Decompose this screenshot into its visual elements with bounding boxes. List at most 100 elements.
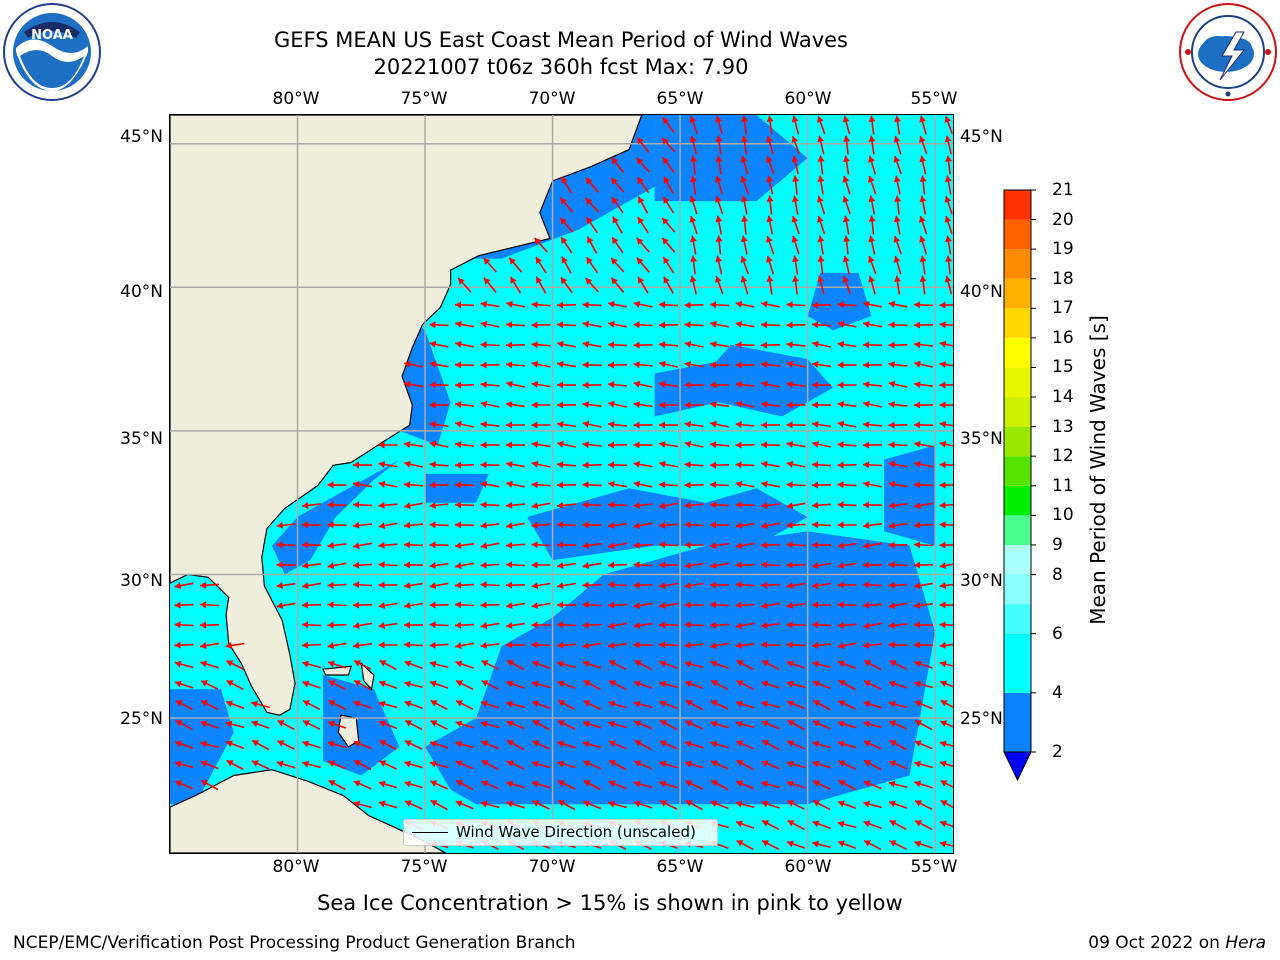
wind-wave-arrow xyxy=(327,521,347,529)
arrow-head xyxy=(710,700,718,707)
wind-wave-arrow xyxy=(226,679,244,691)
noaa-logo-text: NOAA xyxy=(31,28,73,43)
wind-wave-arrow xyxy=(735,581,755,589)
wind-wave-arrow xyxy=(715,135,723,155)
arrow-head xyxy=(863,361,869,369)
arrow-head xyxy=(888,480,896,488)
wind-wave-arrow xyxy=(556,582,577,589)
wind-wave-arrow xyxy=(914,440,933,448)
wind-wave-arrow xyxy=(608,400,627,408)
wind-wave-arrow xyxy=(454,621,475,629)
arrow-head xyxy=(636,257,644,265)
wind-wave-arrow xyxy=(429,521,449,529)
wind-wave-arrow xyxy=(766,215,774,235)
arrow-head xyxy=(429,381,436,389)
arrow-head xyxy=(404,740,412,747)
arrow-head xyxy=(582,740,590,748)
wind-wave-arrow xyxy=(200,720,219,729)
wave-period-map xyxy=(169,114,954,854)
wind-wave-arrow xyxy=(944,195,953,215)
wind-wave-arrow xyxy=(812,740,831,749)
wind-wave-arrow xyxy=(225,700,245,709)
lat-tick-left-40n: 40°N xyxy=(120,282,163,302)
wind-wave-arrow xyxy=(710,700,729,710)
arrow-head xyxy=(634,740,642,747)
arrow-head xyxy=(710,441,717,449)
colorbar-tick-label: 6 xyxy=(1052,623,1063,644)
wind-wave-arrow xyxy=(582,760,602,770)
arrow-head xyxy=(659,441,666,448)
arrow-head xyxy=(761,780,768,788)
arrow-head xyxy=(378,441,385,449)
wind-wave-arrow xyxy=(505,561,526,569)
arrow-head xyxy=(561,237,568,244)
wind-wave-arrow xyxy=(557,340,576,348)
wind-wave-arrow xyxy=(914,700,933,710)
lon-tick-bottom-60w: 60°W xyxy=(784,857,832,877)
wind-wave-arrow xyxy=(225,740,245,750)
wind-wave-arrow xyxy=(378,501,398,509)
arrow-head xyxy=(587,236,594,244)
arrow-head xyxy=(864,660,871,667)
arrow-head xyxy=(689,135,697,143)
arrow-head xyxy=(684,421,692,428)
arrow-head xyxy=(378,641,385,649)
wind-wave-arrow xyxy=(531,502,551,510)
arrow-head xyxy=(863,641,870,649)
arrow-head xyxy=(429,360,437,368)
arrow-head xyxy=(939,621,946,629)
wind-wave-arrow xyxy=(608,300,627,308)
wind-wave-arrow xyxy=(811,641,832,649)
wind-wave-arrow xyxy=(276,561,296,569)
wind-wave-arrow xyxy=(843,155,850,175)
wind-wave-arrow xyxy=(709,441,730,449)
arrow-head xyxy=(786,381,793,388)
wind-wave-arrow xyxy=(506,780,525,789)
wind-wave-arrow xyxy=(556,481,577,489)
arrow-head xyxy=(787,740,795,747)
arrow-head xyxy=(786,641,793,649)
arrow-head xyxy=(633,561,640,569)
wind-wave-arrow xyxy=(556,461,577,469)
wind-wave-arrow xyxy=(715,275,724,295)
wind-wave-arrow xyxy=(200,779,219,791)
wind-wave-arrow xyxy=(914,360,933,368)
wind-wave-arrow xyxy=(403,521,424,529)
arrow-head xyxy=(837,401,844,408)
arrow-head xyxy=(506,760,514,767)
lon-tick-top-70w: 70°W xyxy=(528,89,576,109)
arrow-head xyxy=(837,621,844,629)
arrow-head xyxy=(480,521,487,529)
arrow-head xyxy=(663,276,670,284)
wind-wave-arrow xyxy=(863,820,882,829)
wind-wave-arrow xyxy=(200,699,219,711)
wind-wave-arrow xyxy=(868,215,876,235)
wind-wave-arrow xyxy=(862,561,883,569)
wind-wave-arrow xyxy=(888,401,908,409)
wind-wave-arrow xyxy=(531,521,551,529)
arrow-head xyxy=(480,542,488,550)
arrow-head xyxy=(939,440,947,448)
arrow-head xyxy=(353,642,360,649)
wind-wave-arrow xyxy=(505,441,526,449)
wind-wave-arrow xyxy=(251,720,270,730)
wind-wave-arrow xyxy=(535,256,547,274)
arrow-head xyxy=(786,360,794,368)
wind-wave-arrow xyxy=(610,157,625,173)
arrow-head xyxy=(405,720,412,727)
wind-wave-arrow xyxy=(689,235,697,255)
arrow-head xyxy=(633,522,641,530)
arrow-head xyxy=(786,460,794,468)
arrow-head xyxy=(893,255,901,263)
wind-wave-arrow xyxy=(429,641,449,649)
arrow-head xyxy=(200,660,208,668)
arrow-head xyxy=(582,481,589,489)
arrow-head xyxy=(379,740,387,747)
wind-wave-arrow xyxy=(633,622,653,629)
wind-wave-arrow xyxy=(531,760,551,769)
arrow-head xyxy=(889,660,897,667)
arrow-head xyxy=(740,176,748,183)
arrow-head xyxy=(480,561,487,569)
arrow-head xyxy=(327,501,334,509)
arrow-head xyxy=(842,276,850,283)
